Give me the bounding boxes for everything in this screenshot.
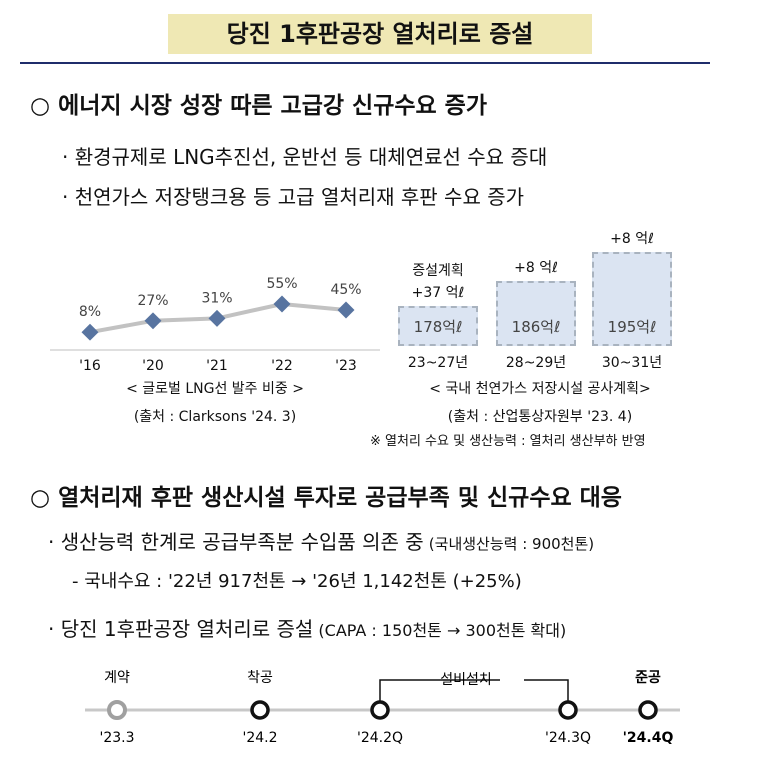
bar-value-2: 195억ℓ bbox=[607, 318, 657, 336]
milestone-date-2: '24.2Q bbox=[357, 730, 403, 746]
bar-2 bbox=[592, 252, 672, 346]
data-point-2 bbox=[208, 309, 226, 327]
bar-annotation-2-0: +8 억ℓ bbox=[610, 231, 654, 247]
section1-bullet1: · 환경규제로 LNG추진선, 운반선 등 대체연료선 수요 증대 bbox=[62, 145, 548, 169]
milestone-date-4: '24.4Q bbox=[623, 730, 674, 746]
install-bracket-right bbox=[524, 679, 569, 702]
section2-bullet1-text: · 생산능력 한계로 공급부족분 수입품 의존 중 bbox=[48, 530, 424, 554]
bar-1 bbox=[496, 281, 576, 346]
x-tick-4: '23 bbox=[335, 358, 357, 374]
bar-value-0: 178억ℓ bbox=[413, 318, 463, 336]
data-label-0: 8% bbox=[79, 304, 101, 320]
section2-bullet2: · 당진 1후판공장 열처리로 증설 (CAPA : 150천톤 → 300천톤… bbox=[48, 613, 566, 642]
milestone-dot-4 bbox=[638, 700, 658, 720]
section2-bullet2-note: (CAPA : 150천톤 → 300천톤 확대) bbox=[318, 621, 567, 640]
bar-chart-source: (출처 : 산업통상자원부 '23. 4) bbox=[447, 409, 633, 425]
section1-bullet2: · 천연가스 저장탱크용 등 고급 열처리재 후판 수요 증가 bbox=[62, 185, 525, 209]
install-bracket-left bbox=[379, 679, 500, 702]
lng-share-line-chart: 8% '16 27% '20 31% '21 55% '22 45% '23 bbox=[50, 276, 380, 374]
milestone-label-4: 준공 bbox=[635, 670, 661, 686]
bar-annotation-1-0: +8 억ℓ bbox=[514, 260, 558, 276]
install-bracket-label: 설비설치 bbox=[440, 672, 492, 688]
milestone-dot-0 bbox=[107, 700, 127, 720]
data-point-4 bbox=[337, 301, 355, 319]
title-divider bbox=[20, 62, 710, 64]
bar-0 bbox=[398, 306, 478, 346]
milestone-dot-1 bbox=[250, 700, 270, 720]
bar-category-1: 28~29년 bbox=[505, 355, 567, 371]
data-label-1: 27% bbox=[137, 293, 168, 309]
milestone-date-3: '24.3Q bbox=[545, 730, 591, 746]
milestone-label-0: 계약 bbox=[104, 670, 130, 686]
line-chart-source: (출처 : Clarksons '24. 3) bbox=[133, 409, 297, 425]
section2-bullet1: · 생산능력 한계로 공급부족분 수입품 의존 중 (국내생산능력 : 900천… bbox=[48, 526, 594, 555]
line-chart-title: < 글로벌 LNG선 발주 비중 > bbox=[126, 381, 304, 397]
x-tick-0: '16 bbox=[79, 358, 101, 374]
section2-bullet2-text: · 당진 1후판공장 열처리로 증설 bbox=[48, 617, 314, 641]
bar-chart-note: ※ 열처리 수요 및 생산능력 : 열처리 생산부하 반영 bbox=[370, 434, 646, 449]
page-title: 당진 1후판공장 열처리로 증설 bbox=[168, 14, 592, 54]
milestone-dot-2 bbox=[370, 700, 390, 720]
milestone-label-1: 착공 bbox=[247, 670, 273, 686]
gas-storage-bar-chart: 178억ℓ 증설계획 +37 억ℓ 23~27년 186억ℓ +8 억ℓ 28~29년 195… bbox=[390, 225, 710, 375]
section2-heading: ○ 열처리재 후판 생산시설 투자로 공급부족 및 신규수요 대응 bbox=[30, 485, 622, 511]
milestone-date-0: '23.3 bbox=[99, 730, 134, 746]
data-label-3: 55% bbox=[266, 276, 297, 292]
milestone-date-1: '24.2 bbox=[242, 730, 277, 746]
x-tick-2: '21 bbox=[206, 358, 228, 374]
section2-bullet1-note: (국내생산능력 : 900천톤) bbox=[428, 535, 595, 553]
section2-sub-demand: - 국내수요 : '22년 917천톤 → '26년 1,142천톤 (+25%… bbox=[72, 571, 522, 592]
data-point-0 bbox=[81, 323, 99, 341]
bar-category-0: 23~27년 bbox=[407, 355, 469, 371]
bar-annotation-0-0: 증설계획 bbox=[412, 263, 464, 279]
bar-chart-title: < 국내 천연가스 저장시설 공사계획> bbox=[429, 381, 651, 397]
bar-category-2: 30~31년 bbox=[601, 355, 663, 371]
data-label-2: 31% bbox=[201, 290, 232, 306]
milestone-dot-3 bbox=[558, 700, 578, 720]
x-tick-1: '20 bbox=[142, 358, 164, 374]
section1-heading: ○ 에너지 시장 성장 따른 고급강 신규수요 증가 bbox=[30, 93, 488, 119]
bar-value-1: 186억ℓ bbox=[511, 318, 561, 336]
data-point-3 bbox=[273, 295, 291, 313]
data-point-1 bbox=[144, 312, 162, 330]
data-label-4: 45% bbox=[330, 282, 361, 298]
x-tick-3: '22 bbox=[271, 358, 293, 374]
project-timeline: 설비설치 계약 '23.3 착공 '24.2 '24.2Q '24.3Q 준공 '24.4Q bbox=[85, 670, 680, 746]
bar-annotation-0-1: +37 억ℓ bbox=[411, 285, 465, 301]
